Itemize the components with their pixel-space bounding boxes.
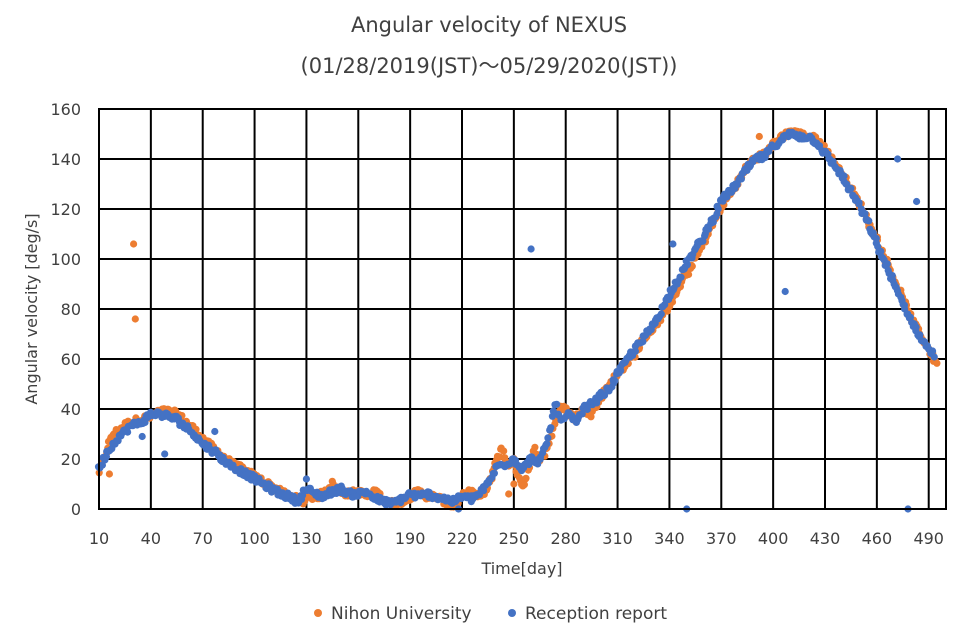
data-points xyxy=(94,127,941,513)
data-point-outlier xyxy=(527,245,535,253)
x-tick-label: 40 xyxy=(141,529,161,548)
data-point xyxy=(587,413,595,421)
legend-marker-nihon-university xyxy=(314,609,322,617)
y-tick-label: 100 xyxy=(50,250,81,269)
x-tick-label: 340 xyxy=(654,529,685,548)
data-point xyxy=(531,443,539,451)
data-point xyxy=(548,412,557,420)
x-tick-label: 130 xyxy=(291,529,322,548)
data-point xyxy=(847,184,855,192)
data-point-outlier xyxy=(161,450,169,458)
x-axis-ticks: 10 40 70 100 130 160 190 220 250 280 310 340 370 400 4… xyxy=(89,529,944,548)
y-tick-label: 120 xyxy=(50,200,81,219)
legend-label-reception-report: Reception report xyxy=(525,604,667,624)
x-tick-label: 250 xyxy=(499,529,530,548)
data-point xyxy=(737,175,746,183)
data-point xyxy=(631,347,640,355)
x-tick-label: 70 xyxy=(193,529,213,548)
y-tick-label: 60 xyxy=(61,350,81,369)
data-point xyxy=(883,260,891,268)
data-point xyxy=(617,367,625,375)
x-tick-label: 310 xyxy=(602,529,633,548)
data-point-outlier xyxy=(913,197,921,206)
data-point xyxy=(683,261,692,269)
data-point-outlier xyxy=(302,475,310,483)
y-tick-label: 40 xyxy=(61,400,81,419)
y-tick-label: 20 xyxy=(61,450,81,469)
legend: Nihon University Reception report xyxy=(314,604,667,624)
data-point-outlier xyxy=(894,155,902,163)
y-tick-label: 140 xyxy=(50,150,81,169)
data-point xyxy=(500,447,508,455)
x-tick-label: 430 xyxy=(810,529,841,548)
x-axis-title: Time[day] xyxy=(480,559,562,578)
data-point xyxy=(520,481,529,489)
plot-area-border xyxy=(98,108,947,510)
data-point xyxy=(865,217,873,225)
data-point-outlier xyxy=(510,480,518,488)
data-point xyxy=(578,410,586,418)
data-point xyxy=(723,193,731,201)
series-reception-report xyxy=(94,128,938,513)
y-axis-ticks: 0 20 40 60 80 100 120 140 160 xyxy=(50,100,81,519)
grid xyxy=(98,108,947,510)
data-point-outlier xyxy=(130,240,138,248)
data-point xyxy=(916,331,924,339)
x-tick-label: 160 xyxy=(343,529,374,548)
data-point xyxy=(611,377,619,385)
chart-subtitle: (01/28/2019(JST)～05/29/2020(JST)) xyxy=(301,54,678,78)
data-point xyxy=(553,400,561,408)
data-point-outlier xyxy=(755,132,763,141)
y-tick-label: 160 xyxy=(50,100,81,119)
data-point xyxy=(705,225,713,233)
x-tick-label: 400 xyxy=(758,529,789,548)
x-tick-label: 370 xyxy=(706,529,737,548)
data-point-outlier xyxy=(211,427,219,436)
data-point xyxy=(933,359,941,367)
data-point xyxy=(639,338,647,346)
data-point-outlier xyxy=(138,432,146,441)
x-tick-label: 190 xyxy=(395,529,426,548)
data-point xyxy=(600,391,609,399)
data-point xyxy=(912,323,920,331)
data-point xyxy=(543,440,551,448)
legend-label-nihon-university: Nihon University xyxy=(331,604,472,624)
data-point xyxy=(930,353,938,361)
y-tick-label: 0 xyxy=(71,500,81,519)
data-point xyxy=(877,247,885,255)
data-point xyxy=(102,453,110,461)
x-tick-label: 460 xyxy=(862,529,893,548)
data-point-outlier xyxy=(105,470,113,478)
data-point xyxy=(547,424,555,432)
data-point-outlier xyxy=(781,287,789,296)
data-point xyxy=(490,469,498,477)
data-point xyxy=(685,270,693,279)
data-point xyxy=(714,205,722,213)
data-point xyxy=(840,172,848,180)
legend-marker-reception-report xyxy=(508,609,516,617)
x-tick-label: 490 xyxy=(913,529,944,548)
chart-title: Angular velocity of NEXUS xyxy=(351,13,627,37)
data-point-outlier xyxy=(131,315,139,323)
y-axis-title: Angular velocity [deg/s] xyxy=(22,213,41,404)
data-point-outlier xyxy=(505,490,513,498)
x-tick-label: 220 xyxy=(447,529,478,548)
data-point xyxy=(522,474,530,482)
data-point-outlier xyxy=(669,240,677,248)
data-point xyxy=(544,434,552,442)
x-tick-label: 100 xyxy=(239,529,270,548)
data-point xyxy=(929,347,937,355)
x-tick-label: 10 xyxy=(89,529,109,548)
data-point xyxy=(124,428,132,436)
y-tick-label: 80 xyxy=(61,300,81,319)
data-point xyxy=(657,310,665,318)
data-point xyxy=(677,273,685,281)
x-tick-label: 280 xyxy=(550,529,581,548)
